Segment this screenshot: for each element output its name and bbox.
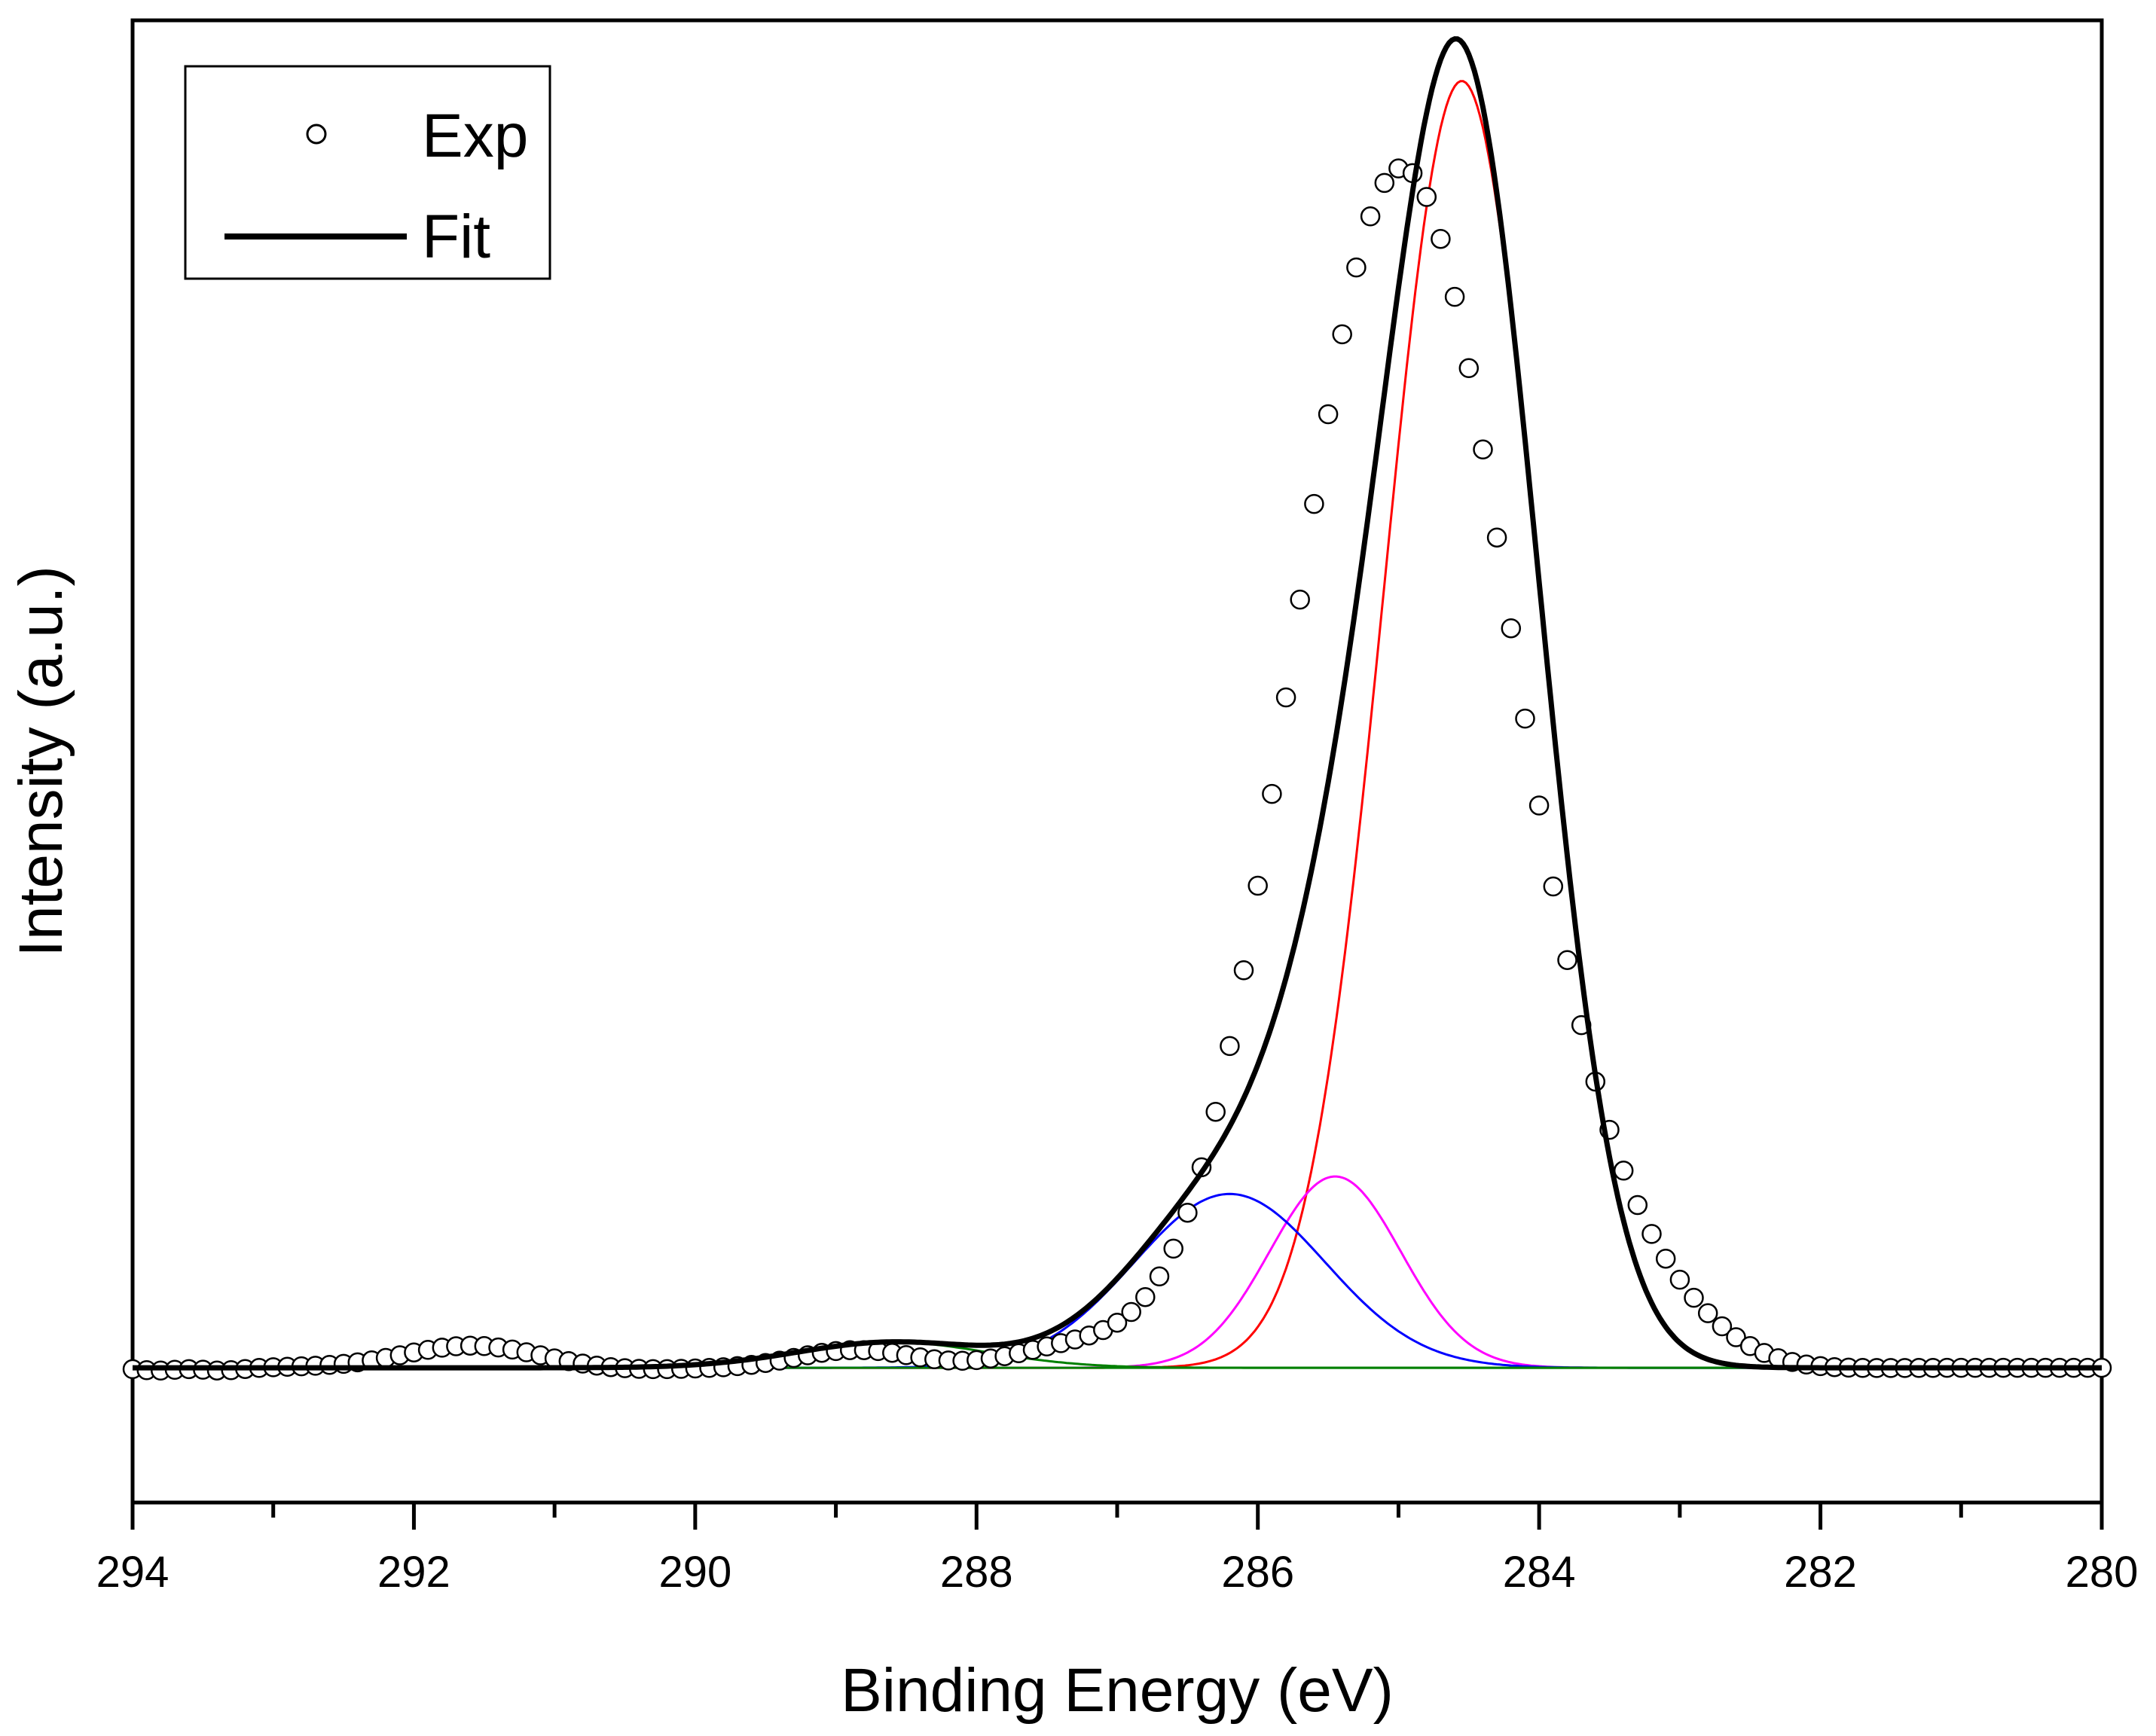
x-tick-label: 280 <box>2066 1548 2139 1597</box>
exp-point <box>1528 795 1550 816</box>
exp-point <box>1220 1036 1240 1057</box>
exp-point <box>1416 187 1437 207</box>
exp-point <box>1107 1312 1128 1333</box>
exp-point <box>1290 589 1310 610</box>
exp-point <box>1458 358 1480 379</box>
legend-box <box>184 65 551 280</box>
exp-point <box>1543 876 1564 897</box>
exp-point <box>1655 1248 1676 1269</box>
exp-point <box>1233 960 1254 981</box>
exp-point <box>1346 257 1367 278</box>
x-axis: 294 292 290 288 286 284 282 280 <box>96 1503 2139 1597</box>
x-tick-label: 286 <box>1221 1548 1294 1597</box>
exp-point <box>1247 875 1268 896</box>
exp-point <box>1262 783 1282 804</box>
exp-point <box>1332 324 1352 345</box>
legend-exp-label: Exp <box>422 102 528 170</box>
x-tick-label: 290 <box>658 1548 731 1597</box>
exp-point <box>1641 1224 1662 1244</box>
exp-point <box>1726 1327 1746 1347</box>
legend: Exp Fit <box>184 65 551 280</box>
exp-point <box>1360 206 1381 227</box>
exp-point <box>1697 1303 1718 1323</box>
exp-point <box>1557 950 1577 970</box>
exp-point <box>1444 286 1465 307</box>
exp-point <box>1431 228 1451 249</box>
exp-point <box>1149 1266 1170 1287</box>
exp-point <box>1177 1202 1198 1223</box>
exp-point <box>1275 687 1296 708</box>
x-tick-label: 294 <box>96 1548 169 1597</box>
exp-point <box>1684 1287 1704 1308</box>
exp-point <box>1318 404 1339 425</box>
x-tick-label: 288 <box>940 1548 1013 1597</box>
x-tick-label: 284 <box>1503 1548 1576 1597</box>
x-tick-label: 292 <box>377 1548 450 1597</box>
exp-point <box>1121 1301 1141 1323</box>
fit-curve <box>133 36 2102 1371</box>
exp-point <box>1374 172 1395 194</box>
exp-point <box>1501 618 1522 639</box>
x-tick-label: 282 <box>1784 1548 1857 1597</box>
exp-point <box>1205 1101 1226 1122</box>
legend-fit-label: Fit <box>422 203 490 271</box>
exp-point <box>1473 439 1493 460</box>
exp-point <box>1304 493 1324 514</box>
fit-envelope <box>133 36 2102 1371</box>
legend-exp-marker <box>306 124 327 145</box>
exp-point <box>1135 1286 1156 1307</box>
exp-point <box>1712 1316 1733 1337</box>
y-axis-title: Intensity (a.u.) <box>7 566 75 957</box>
exp-point <box>1515 708 1535 729</box>
x-axis-title: Binding Energy (eV) <box>841 1656 1394 1725</box>
exp-point <box>1613 1161 1634 1181</box>
exp-point <box>1486 527 1507 548</box>
exp-point <box>1163 1238 1183 1259</box>
exp-point <box>1669 1269 1690 1290</box>
exp-point <box>1627 1194 1648 1216</box>
